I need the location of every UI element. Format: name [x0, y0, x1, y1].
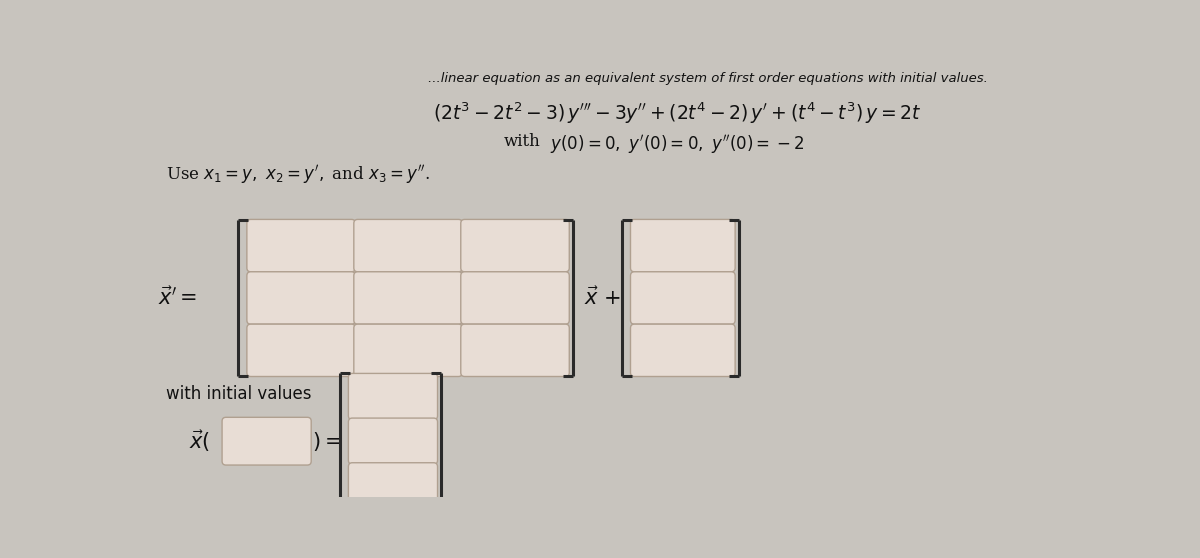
Text: $\vec{x}($: $\vec{x}($ [188, 429, 210, 454]
Text: $(2t^3 - 2t^2 - 3)\,y^{\prime\prime\prime} - 3y^{\prime\prime} + (2t^4 - 2)\,y^{: $(2t^3 - 2t^2 - 3)\,y^{\prime\prime\prim… [432, 100, 922, 126]
Text: with initial values: with initial values [166, 385, 311, 403]
FancyBboxPatch shape [354, 219, 462, 272]
FancyBboxPatch shape [461, 272, 569, 324]
FancyBboxPatch shape [247, 272, 355, 324]
FancyBboxPatch shape [630, 272, 736, 324]
Text: $\vec{x}$ +: $\vec{x}$ + [584, 287, 620, 309]
FancyBboxPatch shape [461, 324, 569, 377]
FancyBboxPatch shape [630, 219, 736, 272]
Text: ...linear equation as an equivalent system of first order equations with initial: ...linear equation as an equivalent syst… [428, 71, 988, 85]
FancyBboxPatch shape [348, 418, 438, 464]
FancyBboxPatch shape [247, 219, 355, 272]
FancyBboxPatch shape [222, 417, 311, 465]
FancyBboxPatch shape [348, 463, 438, 509]
FancyBboxPatch shape [348, 373, 438, 420]
FancyBboxPatch shape [630, 324, 736, 377]
FancyBboxPatch shape [354, 324, 462, 377]
FancyBboxPatch shape [247, 324, 355, 377]
Text: Use $x_1 = y,\ x_2 = y^{\prime},$ and $x_3 = y^{\prime\prime}$.: Use $x_1 = y,\ x_2 = y^{\prime},$ and $x… [166, 163, 430, 186]
FancyBboxPatch shape [461, 219, 569, 272]
Text: $\vec{x}^{\prime} =$: $\vec{x}^{\prime} =$ [157, 287, 197, 309]
Text: $) =$: $) =$ [312, 430, 342, 453]
Text: $y(0) = 0,\ y^{\prime}(0) = 0,\ y^{\prime\prime}(0) = -2$: $y(0) = 0,\ y^{\prime}(0) = 0,\ y^{\prim… [550, 133, 804, 156]
FancyBboxPatch shape [354, 272, 462, 324]
Text: with: with [504, 133, 540, 150]
